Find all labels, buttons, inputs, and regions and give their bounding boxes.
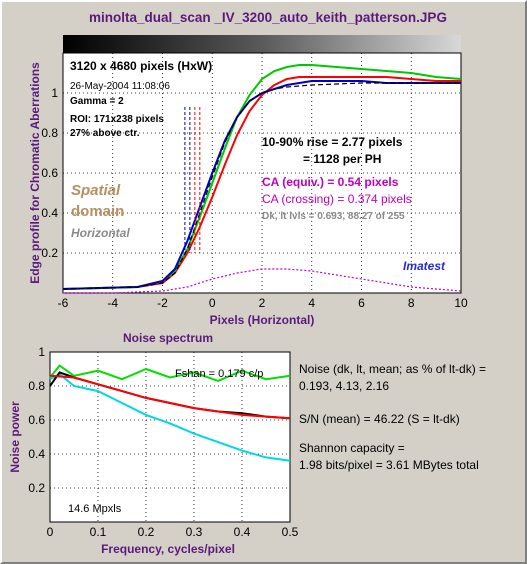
y-tick-label: 0.4 bbox=[41, 206, 58, 220]
series-line-0 bbox=[62, 76, 461, 290]
x-tick-label: 2 bbox=[259, 296, 266, 310]
y-tick-label: 0.6 bbox=[41, 166, 58, 180]
imatest-brand: Imatest bbox=[403, 259, 446, 273]
noise-xlabel: Frequency, cycles/pixel bbox=[101, 542, 235, 556]
levels-text: Dk, lt lvls = 0.693, 88.27 of 255 bbox=[262, 211, 405, 222]
noise-title: Noise spectrum bbox=[123, 331, 213, 345]
x-tick-label: 0 bbox=[47, 525, 54, 539]
x-tick-label: 0 bbox=[209, 296, 216, 310]
x-tick-label: 10 bbox=[454, 296, 468, 310]
x-tick-label: -4 bbox=[107, 296, 118, 310]
x-tick-label: 0.1 bbox=[90, 525, 107, 539]
edge-xlabel: Pixels (Horizontal) bbox=[210, 313, 315, 327]
ca-crossing-text: CA (crossing) = 0.374 pixels bbox=[262, 192, 412, 206]
roi-text: ROI: 171x238 pixels bbox=[70, 114, 164, 125]
noise-line2: 0.193, 4.13, 2.16 bbox=[299, 379, 389, 393]
y-tick-label: 0.6 bbox=[28, 413, 45, 427]
x-tick-label: 4 bbox=[308, 296, 315, 310]
horizontal-label: Horizontal bbox=[71, 226, 130, 240]
x-tick-label: 0.3 bbox=[186, 525, 203, 539]
domain-label: domain bbox=[71, 203, 124, 220]
y-tick-label: 1 bbox=[38, 345, 45, 359]
series-line-3 bbox=[62, 82, 461, 290]
noise-line1: Noise (dk, lt, mean; as % of lt-dk) = bbox=[299, 362, 486, 376]
x-tick-label: -2 bbox=[157, 296, 168, 310]
noise-grid bbox=[50, 351, 290, 522]
y-tick-label: 0.8 bbox=[41, 126, 58, 140]
noise-tick-labels: 0 0.1 0.2 0.3 0.4 0.5 0.2 0.4 0.6 0.8 1 bbox=[28, 345, 298, 539]
series-line-1 bbox=[49, 372, 291, 462]
shannon-line2: 1.98 bits/pixel = 3.61 MBytes total bbox=[299, 458, 479, 472]
y-tick-label: 0.4 bbox=[28, 447, 45, 461]
edge-gradient-strip bbox=[63, 35, 461, 53]
rise-text: 10-90% rise = 2.77 pixels bbox=[262, 135, 403, 149]
per-ph-text: = 1128 per PH bbox=[303, 152, 381, 166]
x-tick-label: 0.2 bbox=[138, 525, 155, 539]
gamma-text: Gamma = 2 bbox=[70, 96, 124, 107]
x-tick-label: 0.4 bbox=[234, 525, 251, 539]
figure-title: minolta_dual_scan _IV_3200_auto_keith_pa… bbox=[89, 10, 447, 25]
series-line-0 bbox=[49, 364, 291, 382]
series-line-1 bbox=[62, 64, 462, 290]
series-line-3 bbox=[49, 374, 291, 420]
series-line-2 bbox=[62, 80, 461, 290]
y-tick-label: 0.2 bbox=[28, 481, 45, 495]
shannon-line1: Shannon capacity = bbox=[299, 441, 405, 455]
x-tick-label: 6 bbox=[358, 296, 365, 310]
ca-equiv-text: CA (equiv.) = 0.54 pixels bbox=[262, 175, 399, 189]
noise-series-group bbox=[49, 364, 291, 462]
date-text: 26-May-2004 11:08:06 bbox=[70, 81, 170, 92]
x-tick-label: 0.5 bbox=[282, 525, 299, 539]
x-tick-label: 8 bbox=[408, 296, 415, 310]
edge-tick-labels: -6 -4 -2 0 2 4 6 8 10 0.2 0.4 0.6 0.8 1 bbox=[41, 86, 468, 310]
edge-series-group bbox=[62, 64, 462, 294]
noise-ylabel: Noise power bbox=[8, 401, 22, 473]
y-tick-label: 0.8 bbox=[28, 379, 45, 393]
edge-ylabel: Edge profile for Chromatic Aberrations bbox=[28, 62, 42, 284]
mpxls-annotation: 14.6 Mpxls bbox=[68, 503, 122, 515]
fshan-annotation: Fshan = 0.179 c/p bbox=[175, 368, 263, 380]
image-size-text: 3120 x 4680 pixels (HxW) bbox=[70, 59, 212, 73]
noise-plot-area bbox=[49, 351, 291, 523]
spatial-label: Spatial bbox=[71, 182, 121, 199]
y-tick-label: 0.2 bbox=[41, 246, 58, 260]
above-ctr-text: 27% above ctr. bbox=[70, 128, 140, 139]
x-tick-label: -6 bbox=[58, 296, 69, 310]
sn-text: S/N (mean) = 46.22 (S = lt-dk) bbox=[299, 412, 460, 426]
y-tick-label: 1 bbox=[51, 86, 58, 100]
